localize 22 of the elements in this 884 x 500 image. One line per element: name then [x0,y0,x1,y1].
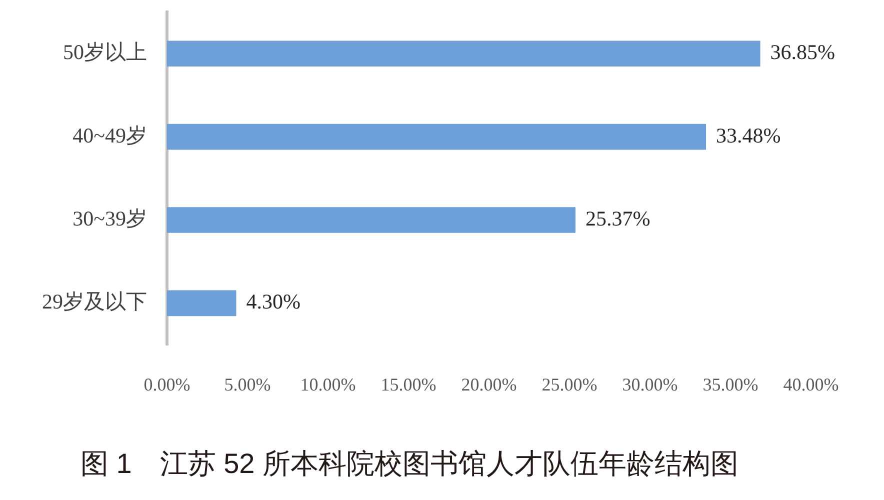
data-label: 4.30% [246,290,300,314]
x-tick-label: 0.00% [144,374,190,394]
y-tick-label: 40~49岁 [72,123,147,148]
data-label: 36.85% [770,40,836,64]
x-tick-label: 15.00% [380,374,436,394]
x-tick-label: 10.00% [300,374,356,394]
y-tick-label: 29岁及以下 [42,290,147,314]
bar [167,40,760,66]
bar [167,290,236,316]
bar [167,124,706,150]
x-tick-label: 20.00% [461,374,517,394]
x-tick-label: 25.00% [542,374,598,394]
bar [167,207,576,233]
data-label: 33.48% [716,123,781,148]
y-tick-label: 30~39岁 [72,206,147,231]
text: 图 1 江苏 52 所本科院校图书馆人才队伍年龄结构图 [80,448,739,479]
x-tick-label: 40.00% [783,374,839,394]
data-label: 25.37% [585,206,650,231]
x-tick-label: 5.00% [224,374,271,394]
x-tick-label: 35.00% [702,374,758,394]
y-tick-label: 50岁以上 [63,40,147,64]
x-tick-label: 30.00% [622,374,678,394]
